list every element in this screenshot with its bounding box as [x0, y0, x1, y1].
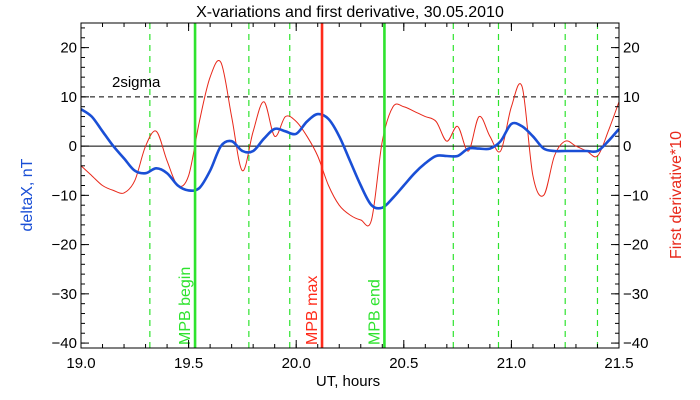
y-tick-label-right-4: −20	[623, 237, 648, 254]
y-tick-label-right-3: −10	[623, 187, 648, 204]
y-tick-label-left-0: 20	[60, 40, 77, 57]
y-tick-label-left-2: 0	[69, 138, 77, 155]
series-line-derivative	[80, 60, 620, 227]
mpb-marker-label-2: MPB end	[366, 279, 383, 345]
x-tick-label-3: 20.5	[389, 355, 418, 372]
y-tick-label-right-5: −30	[623, 286, 648, 303]
mpb-marker-label-0: MPB begin	[177, 267, 194, 345]
y-tick-label-right-0: 20	[623, 40, 640, 57]
y-axis-label-right: First derivative*10	[668, 131, 685, 259]
y-tick-label-left-3: −10	[52, 187, 77, 204]
mpb-marker-label-1: MPB max	[304, 276, 321, 345]
y-tick-label-left-5: −30	[52, 286, 77, 303]
y-tick-label-left-6: −40	[52, 335, 77, 352]
y-tick-label-right-6: −40	[623, 335, 648, 352]
y-axis-label-left: deltaX, nT	[19, 158, 36, 231]
series-line-deltax	[80, 108, 620, 210]
y-tick-label-right-1: 10	[623, 89, 640, 106]
y-tick-label-left-4: −20	[52, 237, 77, 254]
y-tick-label-left-1: 10	[60, 89, 77, 106]
axes-layer: 19.0 19.5 20.0 20.5 21.0 21.5 20 20 10 10 0 0 −10 −10…	[52, 22, 648, 372]
series-layer	[80, 60, 620, 227]
x-tick-label-4: 21.0	[497, 355, 526, 372]
markers-layer: MPB begin MPB max MPB end	[177, 23, 386, 348]
x-axis-label: UT, hours	[316, 373, 380, 390]
x-tick-label-0: 19.0	[66, 355, 95, 372]
y-tick-label-right-2: 0	[623, 138, 631, 155]
x-tick-label-2: 20.0	[282, 355, 311, 372]
chart-title: X-variations and first derivative, 30.05…	[196, 4, 504, 21]
threshold-label: 2sigma	[112, 74, 161, 91]
x-tick-label-1: 19.5	[174, 355, 203, 372]
x-tick-label-5: 21.5	[604, 355, 633, 372]
